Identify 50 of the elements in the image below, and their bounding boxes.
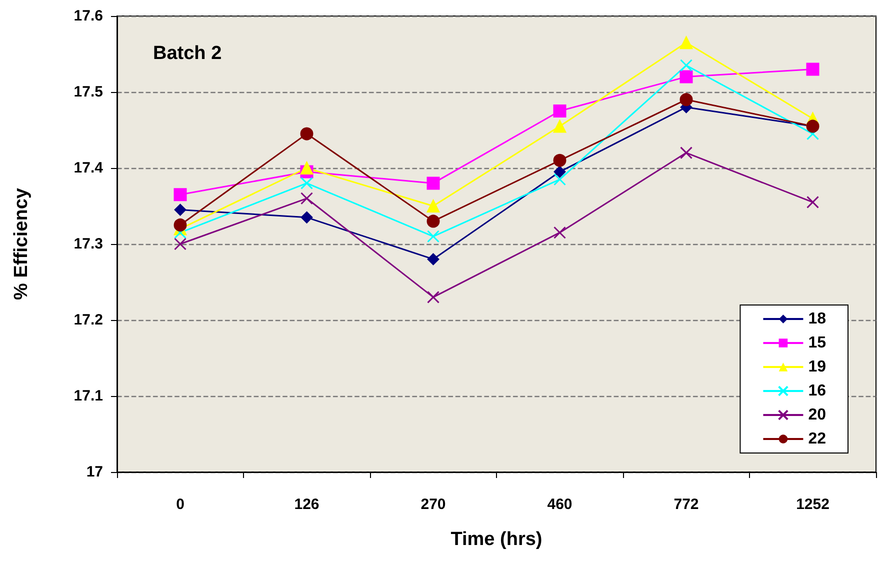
y-tick-label: 17.3 [74,236,103,252]
point [680,70,693,84]
legend-label: 16 [808,382,826,400]
point [553,154,566,167]
point [426,176,440,190]
point [300,192,313,205]
point [806,196,819,208]
point [427,290,440,304]
point [174,238,186,250]
x-tick-label: 1252 [796,496,830,513]
point [680,93,693,106]
annotation: Batch 2 [153,43,222,64]
y-axis-title: % Efficiency [11,188,32,300]
legend-label: 19 [808,358,826,376]
legend-label: 20 [808,406,826,424]
point [554,173,566,186]
point [426,214,440,228]
x-tick-label: 270 [420,496,446,513]
y-tick-label: 17 [86,464,103,480]
legend-label: 18 [808,310,826,328]
point [554,226,566,239]
y-tick-label: 17.2 [74,312,103,328]
point [426,200,440,212]
x-tick-label: 126 [294,496,320,513]
point [427,230,440,243]
point [300,127,314,140]
legend-label: 22 [808,430,826,448]
point [553,120,566,133]
point [174,218,187,232]
point [300,176,313,190]
point [680,146,692,160]
legend-label: 15 [808,334,826,352]
x-tick-label: 0 [176,496,184,513]
point [806,62,820,76]
point [554,166,566,178]
x-tick-label: 772 [674,496,699,513]
point [680,36,693,50]
point [427,253,440,266]
point [553,104,566,118]
x-axis-title: Time (hrs) [450,529,542,550]
point [300,211,313,224]
y-tick-label: 17.6 [74,8,103,24]
y-tick-label: 17.1 [74,388,103,404]
point [174,204,186,216]
x-tick-label: 460 [547,496,572,513]
y-tick-label: 17.5 [74,84,103,100]
y-tick-label: 17.4 [74,160,104,176]
point [680,59,692,72]
point [300,162,314,174]
point [174,188,187,202]
